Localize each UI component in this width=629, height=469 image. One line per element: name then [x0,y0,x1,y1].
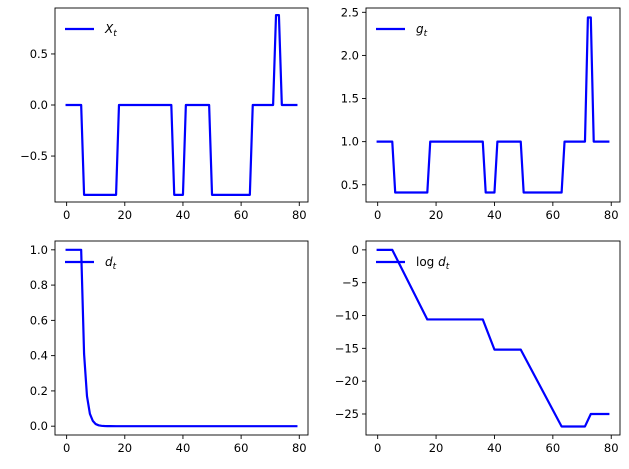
x-tick-label: 0 [63,208,70,222]
x-tick-label: 80 [604,441,619,455]
panel-log-dt: 0 20 40 60 80 −25 −20 −15 −10 −5 0 log dt [335,240,621,455]
y-tick-label: −10 [335,309,359,323]
x-tick-label: 20 [117,441,132,455]
x-tick-label: 80 [604,208,619,222]
y-tick-label: −25 [335,407,359,421]
legend-label: Xt [104,22,117,39]
y-tick-label: 0.6 [30,313,48,327]
x-tick-label: 20 [429,208,444,222]
axes-frame [365,7,621,203]
series-line [65,248,298,428]
x-tick-label: 20 [429,441,444,455]
x-tick-label: 60 [546,441,561,455]
x-tick-label: 40 [176,208,191,222]
legend-label: gt [416,22,428,39]
x-tick-label: 60 [546,208,561,222]
series-line [376,248,610,428]
x-tick-label: 40 [487,441,502,455]
axes-frame [365,240,621,436]
y-tick-label: 1.0 [30,243,48,257]
series-line [65,14,298,196]
y-tick-label: −20 [335,374,359,388]
y-tick-label: −5 [342,276,359,290]
y-tick-label: 0.0 [30,98,48,112]
y-tick-label: 0.5 [341,178,359,192]
y-tick-label: 1.0 [341,135,359,149]
y-tick-label: 2.5 [341,5,359,19]
x-tick-label: 80 [292,208,307,222]
x-tick-label: 40 [176,441,191,455]
x-tick-label: 60 [234,208,249,222]
y-tick-label: −15 [335,341,359,355]
y-tick-label: 0.5 [30,47,48,61]
series-line [376,16,610,194]
x-tick-label: 0 [374,441,381,455]
y-tick-label: 0.4 [30,349,48,363]
legend-label: log dt [416,255,450,272]
x-tick-label: 60 [234,441,249,455]
x-tick-label: 0 [63,441,70,455]
y-tick-label: 2.0 [341,48,359,62]
x-tick-label: 20 [117,208,132,222]
panel-dt: 0 20 40 60 80 0.0 0.2 0.4 0.6 0.8 1.0 dt [30,240,309,455]
x-tick-label: 40 [487,208,502,222]
y-tick-label: −0.5 [20,149,48,163]
y-tick-label: 0.8 [30,278,48,292]
y-tick-label: 0 [352,243,359,257]
y-tick-label: 0.0 [30,419,48,433]
panel-gt: 0 20 40 60 80 0.5 1.0 1.5 2.0 2.5 gt [341,5,621,222]
axes-frame [54,240,309,436]
legend-label: dt [105,255,117,272]
x-tick-label: 80 [292,441,307,455]
y-tick-label: 1.5 [341,92,359,106]
x-tick-label: 0 [374,208,381,222]
panel-xt: 0 20 40 60 80 −0.5 0.0 0.5 Xt [20,7,309,222]
y-tick-label: 0.2 [30,384,48,398]
